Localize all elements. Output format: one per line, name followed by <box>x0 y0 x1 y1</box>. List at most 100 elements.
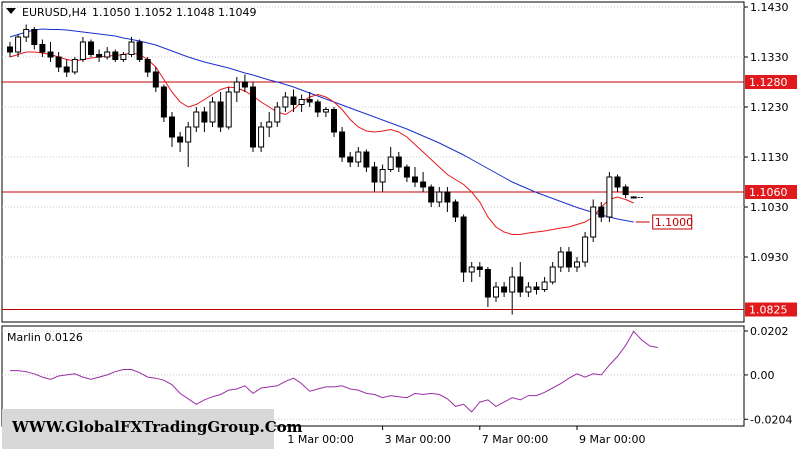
candle <box>403 164 410 182</box>
candle-body <box>160 86 167 118</box>
candle-body <box>314 101 321 113</box>
candle-body <box>444 191 451 203</box>
candle <box>104 47 111 60</box>
candle <box>225 87 232 130</box>
candle <box>468 262 475 282</box>
candle-body <box>363 151 370 168</box>
candle-body <box>241 81 248 88</box>
candle-body <box>574 261 580 268</box>
level-tag <box>745 185 797 199</box>
candle <box>371 162 378 192</box>
time-tick-label: 9 Mar 00:00 <box>579 433 645 446</box>
candle-body <box>39 44 46 53</box>
candle-body <box>290 96 297 105</box>
level-callout: 1.1000 <box>635 214 694 230</box>
level-tag <box>745 302 797 317</box>
callout-label: 1.1000 <box>655 216 694 229</box>
candle-body <box>169 116 175 138</box>
candle <box>557 247 564 272</box>
oscillator-tick-label: 0.0202 <box>750 325 789 338</box>
candle <box>160 84 167 122</box>
candle <box>517 262 524 297</box>
chart-header: EURUSD,H4 1.1050 1.1052 1.1048 1.1049 <box>6 6 256 19</box>
watermark-background <box>2 409 274 449</box>
candle-body <box>493 286 499 298</box>
candle <box>395 152 402 172</box>
candle-body <box>403 166 410 178</box>
candle <box>476 262 483 277</box>
candle <box>209 97 216 127</box>
time-tick-label: 3 Mar 00:00 <box>385 433 451 446</box>
candle <box>136 39 143 62</box>
oscillator-line <box>10 330 659 413</box>
level-tag-label: 1.1280 <box>749 76 788 89</box>
candle <box>185 122 192 167</box>
candle-body <box>517 276 524 293</box>
price-tick-label: 1.1130 <box>750 151 789 164</box>
candle-body <box>549 266 556 283</box>
candle <box>88 39 94 57</box>
candle <box>484 267 491 307</box>
candle <box>436 187 443 207</box>
candle-body <box>412 176 418 183</box>
candle-body <box>225 91 232 128</box>
slow-ma-line <box>9 28 634 223</box>
candle <box>306 92 313 107</box>
ohlc-label: 1.1050 1.1052 1.1048 1.1049 <box>92 6 256 19</box>
callout-box <box>652 214 693 230</box>
candle <box>39 39 46 57</box>
candle <box>79 37 86 62</box>
candle <box>23 24 30 42</box>
candle <box>452 199 459 222</box>
candle <box>574 257 580 272</box>
candle-body <box>128 41 135 55</box>
candle-body <box>306 99 313 103</box>
candle <box>412 167 418 187</box>
watermark: WWW.GlobalFXTradingGroup.Com <box>2 409 303 449</box>
candle-body <box>55 56 62 68</box>
candle-body <box>452 201 459 218</box>
candle <box>31 27 38 50</box>
candle-body <box>144 59 151 73</box>
level-tag-label: 1.1060 <box>749 186 788 199</box>
candle-body <box>355 151 362 163</box>
candle <box>428 184 435 207</box>
candle <box>71 57 78 75</box>
candle-body <box>387 156 394 170</box>
price-axis[interactable]: 1.1430 1.1330 1.1230 1.1130 1.1030 1.0930 <box>744 1 789 264</box>
oscillator-label: Marlin 0.0126 <box>7 331 83 344</box>
candle <box>525 282 532 297</box>
candle-body <box>63 66 70 73</box>
price-panel-frame <box>1 1 745 323</box>
candle <box>258 122 265 152</box>
candle-body <box>217 101 224 128</box>
candle <box>565 247 572 272</box>
candle <box>509 267 516 315</box>
candle <box>420 172 427 192</box>
candle-body <box>322 109 329 113</box>
price-tags: 1.1280 1.1060 1.0825 <box>745 75 797 317</box>
slow-moving-average <box>9 28 634 223</box>
candle <box>590 199 597 242</box>
oscillator-panel-frame <box>1 325 745 427</box>
candle <box>298 94 305 112</box>
oscillator-axis: 0.0202 0.00 -0.0204 <box>744 325 792 426</box>
candle <box>339 127 346 162</box>
candle <box>630 196 637 199</box>
triangle-down-icon[interactable] <box>6 8 16 14</box>
candle-body <box>193 111 200 128</box>
candle-body <box>79 41 86 60</box>
price-panel[interactable]: 1.1000 <box>1 1 745 323</box>
candle <box>582 232 589 267</box>
candle-body <box>177 136 184 143</box>
candle-body <box>258 126 265 148</box>
candle-body <box>557 251 564 268</box>
candle <box>144 57 151 77</box>
candle <box>55 52 62 72</box>
candle <box>217 92 224 132</box>
candle <box>15 34 22 57</box>
candle <box>120 52 127 62</box>
time-axis[interactable]: 1 Mar 00:00 3 Mar 00:00 7 Mar 00:00 9 Mar 0… <box>284 426 645 446</box>
candle <box>549 262 556 285</box>
price-tick-label: 1.1430 <box>750 1 789 14</box>
